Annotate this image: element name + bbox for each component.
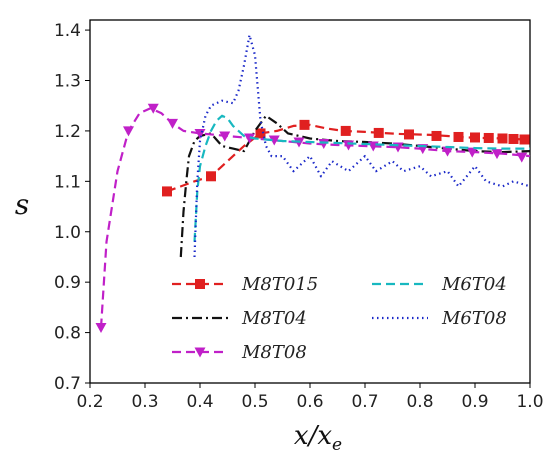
data-point xyxy=(299,119,310,130)
legend-entry: M8T08 xyxy=(172,342,307,363)
series-M8T015 xyxy=(162,119,530,197)
data-point xyxy=(147,103,159,114)
x-tick-label: 1.0 xyxy=(516,392,543,412)
legend-entry: M6T08 xyxy=(372,308,507,329)
legend-label: M8T08 xyxy=(241,342,307,363)
data-point xyxy=(255,128,266,139)
data-point xyxy=(340,125,351,136)
y-tick-label: 1.4 xyxy=(54,21,81,41)
data-point xyxy=(519,134,530,145)
x-tick-label: 0.7 xyxy=(351,392,378,412)
y-tick-label: 1.3 xyxy=(54,72,81,92)
x-tick-label: 0.8 xyxy=(406,392,433,412)
x-tick-label: 0.6 xyxy=(296,392,323,412)
legend-entry: M8T04 xyxy=(172,308,307,329)
data-point xyxy=(194,128,206,139)
data-point xyxy=(95,323,107,334)
data-point xyxy=(219,131,231,142)
legend-label: M6T08 xyxy=(441,308,507,329)
legend-entry: M6T04 xyxy=(372,274,507,295)
x-tick-label: 0.4 xyxy=(186,392,213,412)
series-line xyxy=(179,114,531,258)
data-point xyxy=(373,127,384,138)
legend-label: M8T04 xyxy=(241,308,307,329)
series-line xyxy=(193,114,530,242)
series-line xyxy=(193,33,531,258)
series-line xyxy=(99,107,531,328)
y-tick-label: 1.1 xyxy=(54,172,81,192)
axis-ticks: 0.2 0.3 0.4 0.5 0.6 0.7 0.8 0.9 1.0 0.7 0.8 0.9 1.0 1… xyxy=(54,21,544,412)
data-point xyxy=(162,186,172,197)
data-point xyxy=(508,133,519,144)
series-M6T04 xyxy=(193,114,530,242)
data-point xyxy=(123,126,134,137)
x-tick-label: 0.5 xyxy=(241,392,268,412)
legend-marker xyxy=(194,347,206,358)
data-point xyxy=(497,133,508,144)
x-axis-label: x/xe xyxy=(294,421,342,455)
x-tick-label: 0.3 xyxy=(131,392,158,412)
data-point xyxy=(516,152,528,163)
y-tick-label: 0.9 xyxy=(54,273,81,293)
legend-marker xyxy=(195,279,205,289)
series-M8T08 xyxy=(95,103,531,334)
data-point xyxy=(206,171,216,182)
data-point xyxy=(268,135,280,146)
data-point xyxy=(442,146,453,157)
x-tick-label: 0.9 xyxy=(461,392,488,412)
data-point xyxy=(244,133,255,144)
series-M6T08 xyxy=(193,33,531,258)
data-point xyxy=(470,132,480,143)
series-M8T04 xyxy=(179,114,531,258)
data-point xyxy=(483,132,494,143)
y-tick-label: 0.8 xyxy=(54,324,81,344)
data-point xyxy=(453,131,464,142)
data-point xyxy=(167,118,178,129)
y-tick-label: 0.7 xyxy=(54,374,81,394)
legend: M8T015 M8T04 M8T08 M6T04 M6T08 xyxy=(172,274,507,363)
x-tick-label: 0.2 xyxy=(76,392,103,412)
y-tick-label: 1.2 xyxy=(54,122,81,142)
data-point xyxy=(431,130,442,141)
y-axis-label: s xyxy=(15,188,29,221)
legend-label: M6T04 xyxy=(441,274,507,295)
data-point xyxy=(466,147,478,158)
y-tick-label: 1.0 xyxy=(54,223,81,243)
series-layer xyxy=(95,33,531,334)
data-point xyxy=(404,129,414,140)
series-line xyxy=(166,123,525,193)
legend-entry: M8T015 xyxy=(172,274,318,295)
legend-label: M8T015 xyxy=(241,274,318,295)
data-point xyxy=(491,149,503,160)
